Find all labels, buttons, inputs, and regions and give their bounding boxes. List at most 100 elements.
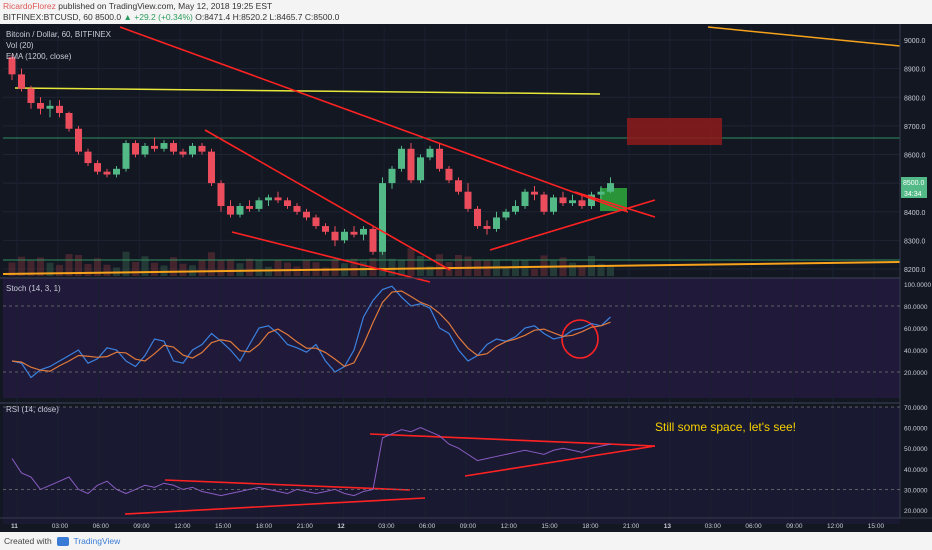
- candle-body: [132, 143, 139, 155]
- candle-body: [512, 206, 519, 212]
- volume-bar: [578, 265, 586, 276]
- candle-body: [103, 171, 111, 175]
- candle-body: [27, 88, 35, 103]
- projection-box[interactable]: [600, 188, 627, 211]
- candle-body: [455, 180, 462, 192]
- author-link[interactable]: RicardoFlorez: [3, 1, 56, 11]
- publish-header: RicardoFlorez published on TradingView.c…: [0, 0, 932, 24]
- candle-body: [160, 143, 168, 149]
- time-tick-label: 21:00: [297, 523, 314, 530]
- candle-body: [531, 191, 538, 195]
- volume-bar: [160, 265, 168, 276]
- rsi-trendline-upper-right[interactable]: [369, 433, 656, 447]
- volume-bar: [417, 256, 424, 276]
- volume-bar: [37, 257, 44, 276]
- time-axis[interactable]: 11 03:00 06:00 09:00 12:00 15:00 18:00 21:00 12 0…: [11, 523, 884, 530]
- time-tick-label: 03:00: [705, 523, 722, 530]
- candle-body: [217, 183, 225, 207]
- volume-bar: [597, 263, 605, 276]
- rsi-line: [11, 427, 611, 497]
- ema-line: [2, 261, 901, 275]
- target-zone-box[interactable]: [627, 118, 722, 145]
- candle-body: [502, 211, 510, 218]
- candle-body: [151, 145, 158, 149]
- candle-body: [113, 168, 120, 175]
- volume-bar: [151, 262, 158, 276]
- last-price-tag: [901, 177, 927, 188]
- price-tick-label: 8200.0: [904, 267, 926, 274]
- stoch-highlight-circle[interactable]: [561, 319, 599, 359]
- published-text: published on TradingView.com, May 12, 20…: [58, 1, 273, 11]
- candle-body: [474, 208, 481, 227]
- rsi-axis[interactable]: 70.0000 60.0000 50.0000 40.0000 30.0000 20.00…: [3, 405, 928, 515]
- volume-bar: [464, 256, 472, 276]
- candle-body: [350, 231, 358, 235]
- volume-bar: [217, 260, 225, 276]
- trendline-wedge-upper[interactable]: [204, 129, 451, 271]
- time-tick-label: 13: [664, 523, 672, 530]
- rsi-tick-label: 20.0000: [904, 508, 928, 515]
- ohlc-text: O:8471.4 H:8520.2 L:8465.7 C:8500.0: [195, 12, 340, 22]
- volume-bar: [540, 255, 548, 276]
- candle-body: [607, 183, 614, 192]
- publish-line: RicardoFlorez published on TradingView.c…: [3, 1, 272, 11]
- volume-bar: [436, 254, 443, 276]
- volume-bar: [502, 266, 510, 276]
- rsi-annotation: Still some space, let's see!: [655, 420, 796, 434]
- candle-body: [303, 211, 310, 218]
- yellow-level-line: [14, 87, 601, 95]
- time-tick-label: 03:00: [52, 523, 69, 530]
- volume-bar: [303, 259, 310, 276]
- candle-body: [426, 148, 434, 158]
- volume-bar: [274, 259, 282, 276]
- symbol-line: BITFINEX:BTCUSD, 60 8500.0 ▲ +29.2 (+0.3…: [3, 12, 339, 22]
- rsi-tick-label: 60.0000: [904, 426, 928, 433]
- time-tick-label: 21:00: [623, 523, 640, 530]
- price-tick-label: 8900.0: [904, 67, 926, 74]
- tradingview-logo-icon: [57, 537, 70, 547]
- rsi-trendline-upper-left[interactable]: [164, 479, 411, 491]
- candle-body: [464, 191, 472, 209]
- trendline-resist-short[interactable]: [574, 191, 656, 218]
- volume-bar: [322, 267, 329, 276]
- candles: [8, 54, 614, 255]
- stoch-tick-label: 40.0000: [904, 348, 928, 355]
- candle-body: [379, 183, 386, 252]
- chart-svg[interactable]: Bitcoin / Dollar, 60, BITFINEX Vol (20) …: [0, 24, 932, 532]
- stoch-tick-label: 60.0000: [904, 326, 928, 333]
- rsi-tick-label: 50.0000: [904, 446, 928, 453]
- volume-bar: [350, 258, 358, 276]
- time-tick-label: 12:00: [827, 523, 844, 530]
- rsi-legend: RSI (14, close): [6, 405, 59, 414]
- volume-bar: [46, 262, 54, 276]
- candle-body: [198, 145, 206, 152]
- candle-body: [141, 145, 149, 155]
- candle-body: [208, 151, 215, 184]
- volume-bar: [293, 266, 301, 276]
- volume-bar: [56, 264, 63, 276]
- footer-created: Created with: [4, 536, 52, 546]
- candle-body: [445, 168, 453, 181]
- rsi-trendline-lower-left[interactable]: [124, 497, 426, 515]
- time-tick-label: 15:00: [868, 523, 885, 530]
- candle-body: [84, 151, 92, 164]
- vol-legend: Vol (20): [6, 41, 34, 50]
- footer-bar: Created with TradingView: [0, 532, 932, 550]
- candle-body: [46, 105, 54, 109]
- candle-body: [550, 197, 557, 212]
- volume-bar: [84, 264, 92, 276]
- trendline-down[interactable]: [119, 26, 629, 213]
- candle-body: [265, 197, 272, 201]
- rsi-trendline-lower-right[interactable]: [464, 445, 656, 477]
- price-axis[interactable]: 9000.0 8900.0 8800.0 8700.0 8600.0 8500.0 8400…: [904, 38, 926, 274]
- candle-body: [493, 217, 500, 229]
- trendline-wedge-lower[interactable]: [231, 231, 431, 283]
- footer-brand-link[interactable]: TradingView: [73, 536, 121, 546]
- chart-area[interactable]: Bitcoin / Dollar, 60, BITFINEX Vol (20) …: [0, 24, 932, 532]
- stoch-axis[interactable]: 100.0000 80.0000 60.0000 40.0000 20.0000: [3, 282, 931, 377]
- ema-legend: EMA (1200, close): [6, 52, 72, 61]
- last-price-text: 8500.0: [903, 180, 925, 187]
- time-tick-label: 09:00: [133, 523, 150, 530]
- volume-bar: [246, 258, 253, 276]
- footer-text: Created with TradingView: [4, 536, 121, 547]
